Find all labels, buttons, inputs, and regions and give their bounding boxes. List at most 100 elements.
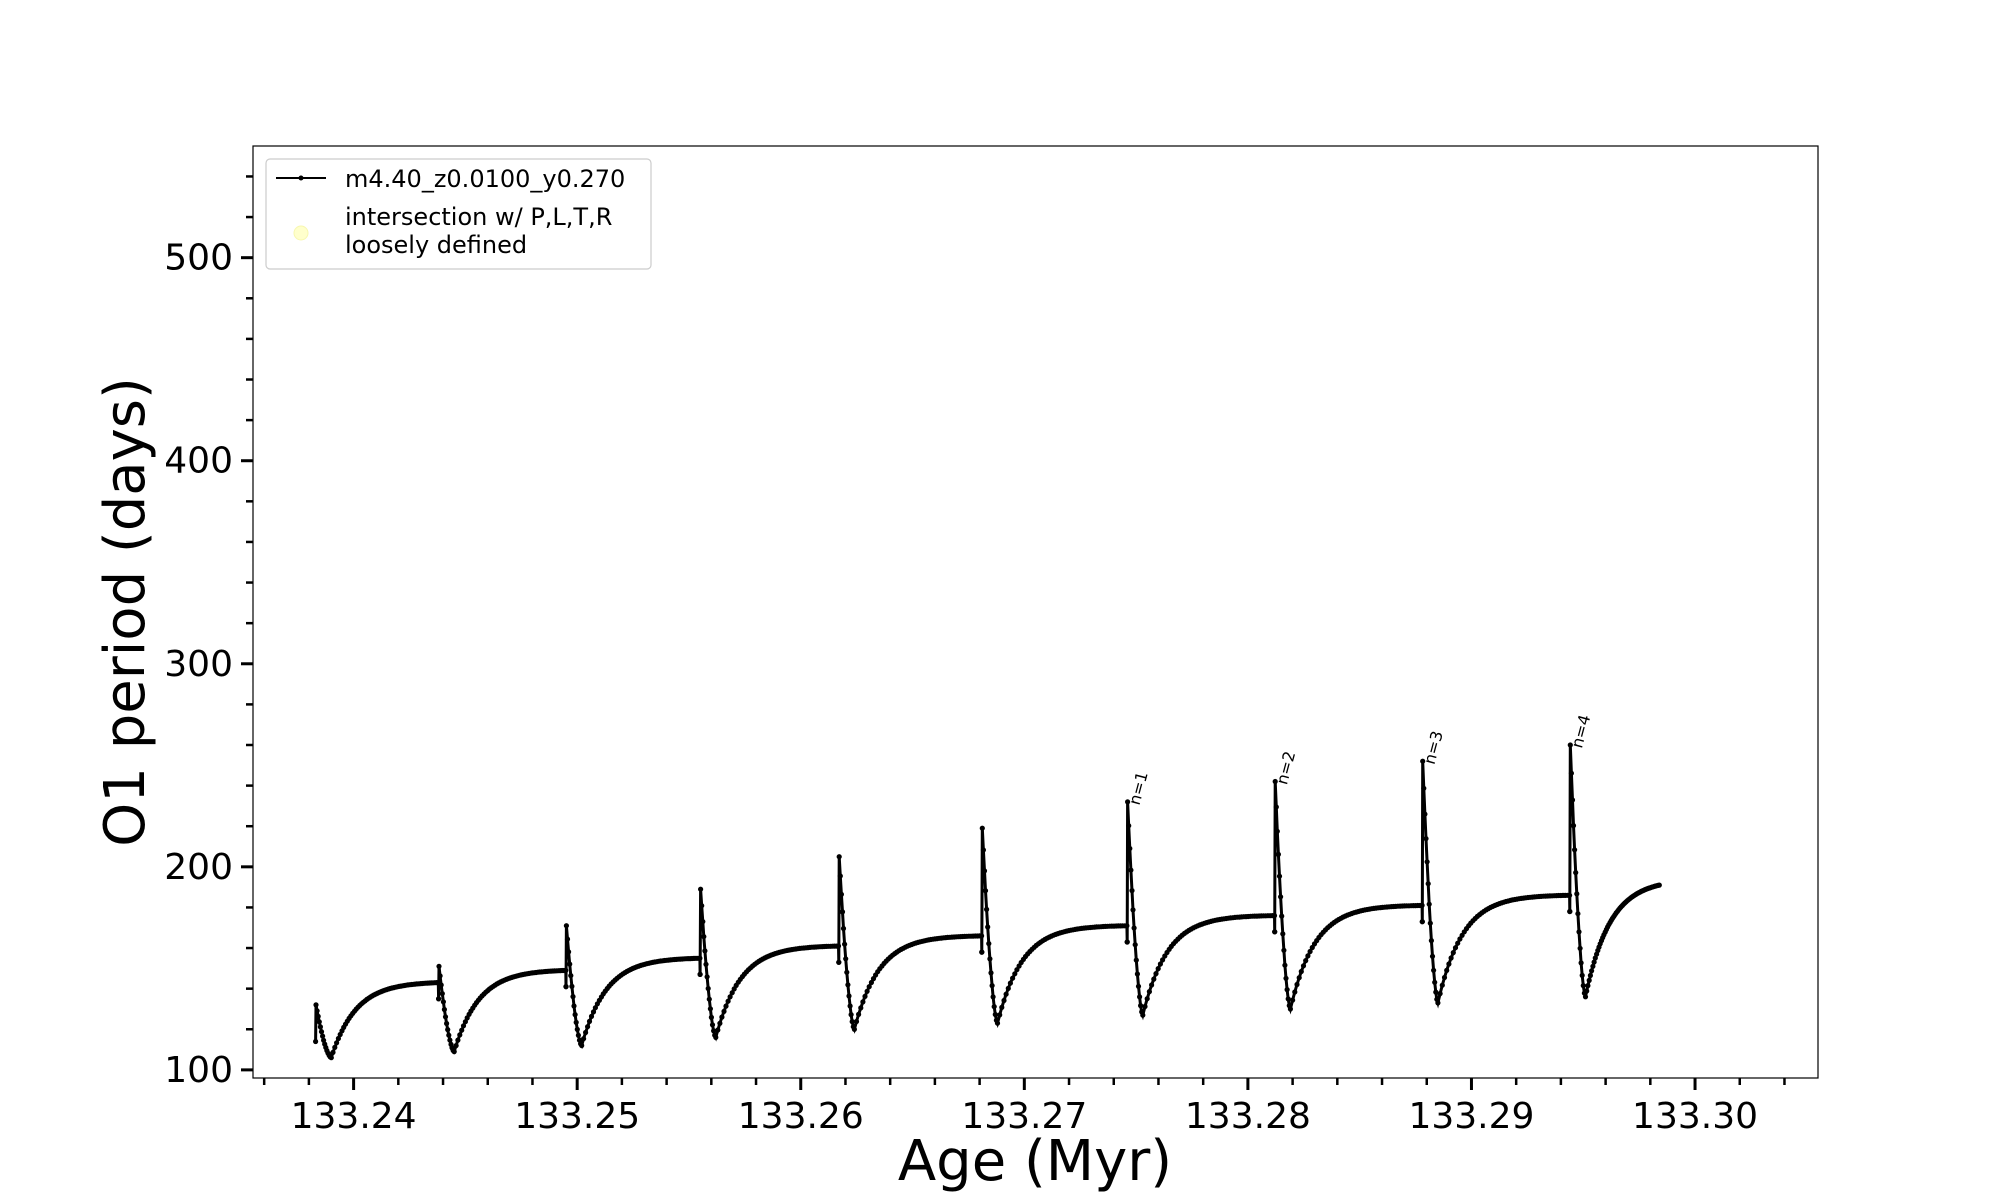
x-tick-label: 133.25 bbox=[514, 1096, 640, 1137]
series-point bbox=[1124, 923, 1130, 929]
series-point bbox=[980, 847, 987, 853]
series-point bbox=[569, 983, 575, 990]
series-point bbox=[1137, 994, 1143, 1000]
series-point bbox=[1300, 963, 1307, 969]
series-point bbox=[1160, 957, 1166, 963]
series-point bbox=[1001, 997, 1007, 1004]
series-point bbox=[316, 1019, 322, 1025]
series-point bbox=[981, 868, 988, 874]
series-point bbox=[1124, 939, 1130, 945]
series-point bbox=[441, 1006, 447, 1013]
series-point bbox=[698, 886, 704, 892]
series-point bbox=[991, 1004, 997, 1010]
series-point bbox=[1452, 945, 1459, 951]
series-point bbox=[328, 1055, 334, 1061]
series-point bbox=[1292, 989, 1298, 995]
series-point bbox=[727, 994, 733, 1000]
series-point bbox=[438, 982, 444, 988]
series-point bbox=[1419, 919, 1425, 925]
series-point bbox=[866, 984, 872, 990]
series-point bbox=[704, 974, 710, 980]
series-point bbox=[592, 1005, 599, 1011]
series-point bbox=[444, 1020, 450, 1027]
series-point bbox=[1133, 957, 1139, 963]
series-point bbox=[697, 955, 703, 961]
series-point bbox=[1144, 996, 1150, 1002]
series-point bbox=[1134, 971, 1140, 977]
series-point bbox=[1579, 972, 1585, 979]
legend-marker-intersection bbox=[293, 225, 309, 241]
series-point bbox=[1275, 851, 1281, 858]
series-point bbox=[314, 1008, 320, 1014]
series-point bbox=[1003, 991, 1009, 997]
series-point bbox=[1567, 908, 1573, 915]
series-point bbox=[1298, 968, 1304, 975]
series-point bbox=[445, 1027, 451, 1033]
series-point bbox=[1420, 758, 1426, 764]
series-point bbox=[840, 925, 847, 932]
peak-annotation: n=4 bbox=[1567, 713, 1594, 751]
legend-label-line: loosely defined bbox=[345, 231, 527, 259]
series-point bbox=[320, 1033, 326, 1039]
series-point bbox=[1271, 913, 1278, 919]
series-point bbox=[1138, 1003, 1144, 1009]
series-point bbox=[1272, 778, 1278, 785]
series-point bbox=[1127, 845, 1133, 852]
series-point bbox=[1125, 799, 1131, 805]
peak-annotation: n=2 bbox=[1272, 749, 1299, 787]
series-point bbox=[1577, 945, 1583, 951]
series-point bbox=[982, 888, 989, 894]
series-point bbox=[725, 998, 731, 1004]
series-point bbox=[1151, 976, 1157, 982]
series-point bbox=[564, 936, 571, 942]
series-point bbox=[987, 956, 993, 962]
series-point bbox=[1281, 947, 1287, 953]
series-point bbox=[460, 1023, 467, 1029]
series-point bbox=[846, 993, 852, 999]
series-point bbox=[1419, 902, 1425, 909]
legend-label-line: intersection w/ P,L,T,R bbox=[345, 203, 612, 231]
legend-frame bbox=[265, 158, 652, 270]
series-point bbox=[838, 891, 845, 898]
series-point bbox=[1130, 907, 1136, 913]
series-point bbox=[579, 1042, 585, 1049]
series-point bbox=[586, 1018, 593, 1024]
series-point bbox=[999, 1004, 1005, 1011]
series-point bbox=[313, 1002, 319, 1008]
annotation-layer: n=1 n=2 n=3 n=4 bbox=[1125, 713, 1595, 807]
series-point bbox=[1303, 958, 1309, 964]
series-point bbox=[1155, 966, 1161, 972]
series-point bbox=[1590, 963, 1596, 969]
series-point bbox=[842, 941, 848, 947]
series-point bbox=[1586, 977, 1592, 984]
series-point bbox=[440, 999, 446, 1005]
series-point bbox=[1427, 920, 1433, 926]
series-point bbox=[723, 1003, 729, 1009]
series-point bbox=[317, 1024, 323, 1030]
x-tick-label: 133.26 bbox=[738, 1096, 864, 1137]
series-point bbox=[1290, 997, 1296, 1003]
series-point bbox=[1431, 967, 1437, 973]
series-point bbox=[699, 903, 705, 909]
series-point bbox=[1283, 975, 1289, 981]
series-point bbox=[990, 994, 996, 1000]
series-point bbox=[1574, 891, 1580, 897]
series-point bbox=[446, 1032, 452, 1038]
series-point bbox=[1129, 888, 1135, 894]
series-point bbox=[985, 924, 991, 930]
series-point bbox=[1157, 961, 1163, 967]
series-point bbox=[1142, 1003, 1148, 1010]
series-point bbox=[1005, 985, 1011, 992]
series-point bbox=[1273, 804, 1279, 810]
series-point bbox=[1007, 980, 1014, 986]
series-point bbox=[1272, 929, 1278, 935]
series-point bbox=[1450, 950, 1456, 956]
series-point bbox=[1287, 1006, 1293, 1012]
series-point bbox=[1149, 982, 1155, 988]
series-point bbox=[1455, 940, 1461, 946]
series-point bbox=[563, 923, 570, 929]
series-point bbox=[849, 1019, 855, 1025]
series-point bbox=[1428, 938, 1434, 944]
series-point bbox=[318, 1029, 325, 1035]
series-point bbox=[848, 1012, 854, 1018]
